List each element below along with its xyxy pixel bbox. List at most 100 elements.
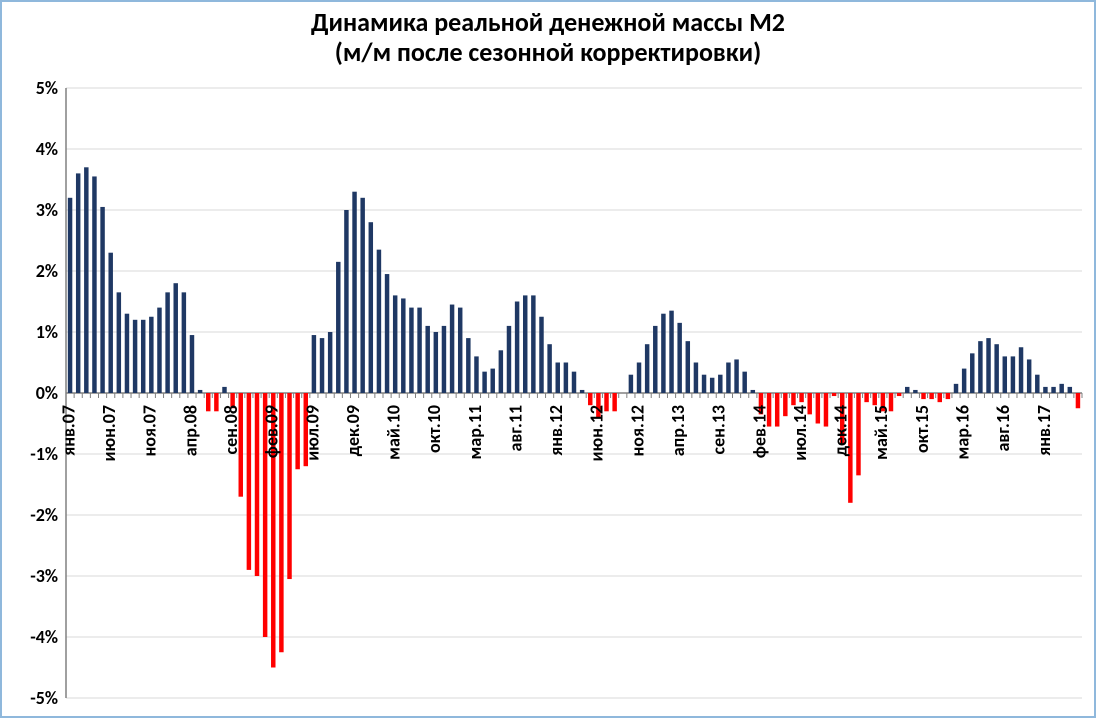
bar [1076, 393, 1080, 408]
bar [490, 369, 494, 393]
bar [352, 192, 356, 393]
x-tick-label-group: июн.12 [586, 405, 608, 461]
bar [312, 335, 316, 393]
bar [645, 344, 649, 393]
bar [198, 390, 202, 393]
bar [686, 341, 690, 393]
bar [165, 292, 169, 393]
x-tick-label: янв.07 [57, 405, 79, 456]
bar [295, 393, 299, 469]
bar [190, 335, 194, 393]
x-tick-label: апр.13 [667, 405, 689, 456]
x-tick-label: мар.11 [464, 405, 486, 459]
x-tick-label-group: дек.09 [342, 405, 364, 456]
x-tick-label: окт.15 [911, 405, 933, 453]
x-tick-label: ноя.07 [139, 405, 161, 457]
bar [751, 390, 755, 393]
bar [742, 372, 746, 393]
y-tick-label: -2% [30, 504, 58, 526]
bar [539, 317, 543, 393]
x-tick-label: дек.09 [342, 405, 364, 456]
bar [108, 253, 112, 393]
x-tick-label-group: авг.11 [504, 405, 526, 451]
bar [531, 295, 535, 393]
bar [125, 314, 129, 393]
x-tick-label-group: ноя.12 [626, 405, 648, 457]
bar [694, 363, 698, 394]
bar [173, 283, 177, 393]
bar [385, 274, 389, 393]
y-tick-label: 3% [36, 199, 58, 221]
y-tick-label: -4% [30, 626, 58, 648]
x-tick-label-group: сен.13 [708, 405, 730, 454]
bar [1051, 387, 1055, 393]
bar [677, 323, 681, 393]
bar [1019, 347, 1023, 393]
bar [905, 387, 909, 393]
bar [214, 393, 218, 411]
x-tick-label-group: июл.09 [301, 405, 323, 461]
x-tick-label-group: май.10 [383, 405, 405, 460]
x-tick-label-group: окт.15 [911, 405, 933, 453]
bar [68, 198, 72, 393]
bar [938, 393, 942, 402]
x-tick-label-group: июл.14 [789, 405, 811, 461]
bar [726, 363, 730, 394]
x-tick-label: май.10 [383, 405, 405, 460]
bar [247, 393, 251, 570]
bar [206, 393, 210, 411]
x-tick-label: июн.12 [586, 405, 608, 461]
bar [482, 372, 486, 393]
bar [222, 387, 226, 393]
x-tick-label-group: апр.08 [179, 405, 201, 456]
bar [76, 173, 80, 393]
bar [287, 393, 291, 579]
x-tick-label: авг.11 [504, 405, 526, 451]
bar [84, 167, 88, 393]
bar [588, 393, 592, 405]
x-tick-label: авг.16 [992, 405, 1014, 451]
x-tick-label: янв.17 [1033, 405, 1055, 456]
x-tick-label: сен.13 [708, 405, 730, 454]
bar [523, 295, 527, 393]
bar [986, 338, 990, 393]
x-tick-label: июн.07 [98, 405, 120, 461]
bar [401, 298, 405, 393]
x-tick-label: июл.14 [789, 405, 811, 461]
bar [669, 311, 673, 393]
bar [637, 363, 641, 394]
bar [661, 314, 665, 393]
x-tick-label-group: фев.14 [748, 405, 770, 458]
bar [133, 320, 137, 393]
bar [474, 356, 478, 393]
bar [921, 393, 925, 399]
bar [783, 393, 787, 416]
bar [393, 295, 397, 393]
bar [377, 250, 381, 393]
bar [653, 326, 657, 393]
bar [1003, 356, 1007, 393]
x-tick-label: окт.10 [423, 405, 445, 453]
bar [734, 359, 738, 393]
bar [791, 393, 795, 405]
x-tick-label-group: мар.11 [464, 405, 486, 459]
bar [369, 222, 373, 393]
x-tick-label-group: июн.07 [98, 405, 120, 461]
bar [1011, 356, 1015, 393]
bar [897, 393, 901, 396]
bar [515, 302, 519, 394]
y-tick-label: -3% [30, 565, 58, 587]
y-tick-label: -1% [30, 443, 58, 465]
x-tick-label: мар.16 [952, 405, 974, 459]
y-tick-label: -5% [30, 687, 58, 709]
x-tick-label: дек.14 [830, 405, 852, 456]
bar [775, 393, 779, 427]
chart-frame: Динамика реальной денежной массы М2 (м/м… [0, 0, 1096, 718]
bar [612, 393, 616, 411]
x-tick-label-group: янв.17 [1033, 405, 1055, 456]
bar [425, 326, 429, 393]
x-tick-label-group: янв.12 [545, 405, 567, 456]
bar [970, 353, 974, 393]
bar [336, 262, 340, 393]
bar [1035, 375, 1039, 393]
